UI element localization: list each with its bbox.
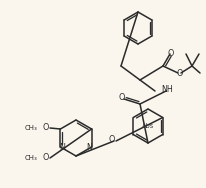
Text: N: N	[60, 143, 65, 152]
Text: O: O	[168, 49, 174, 58]
Text: O: O	[119, 93, 125, 102]
Text: NH: NH	[161, 86, 173, 95]
Text: CH₃: CH₃	[24, 125, 37, 131]
Text: O: O	[43, 153, 49, 162]
Text: O: O	[177, 70, 183, 79]
Text: Abs: Abs	[142, 123, 154, 129]
Text: N: N	[87, 143, 92, 152]
Text: CH₃: CH₃	[24, 155, 37, 161]
Text: O: O	[109, 134, 115, 143]
Text: O: O	[43, 124, 49, 133]
